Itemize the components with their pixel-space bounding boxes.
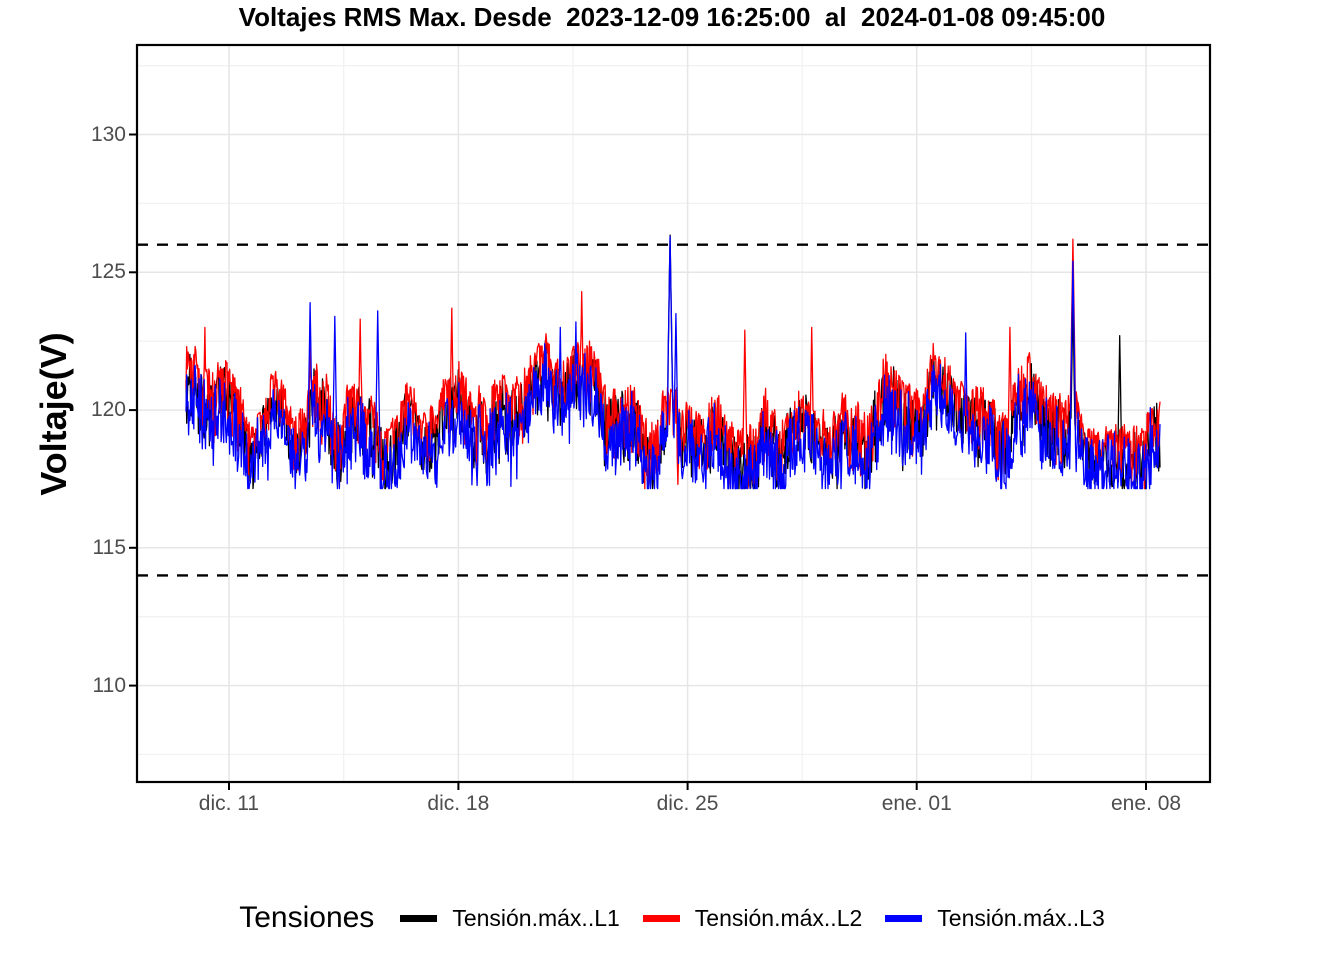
legend-title: Tensiones [239,901,375,934]
legend-label: Tensión.máx..L2 [694,904,863,931]
y-tick-label: 110 [92,673,126,697]
legend: Tensiones Tensión.máx..L1 Tensión.máx..L2… [0,896,1344,940]
y-tick-label: 120 [90,398,126,422]
legend-items: Tensión.máx..L1 Tensión.máx..L2 Tensión.má… [396,904,1105,932]
y-tick-label: 115 [92,535,126,559]
legend-key-l2 [642,914,680,922]
legend-item: Tensión.máx..L2 [642,904,863,932]
legend-item: Tensión.máx..L1 [400,904,620,932]
x-tick-label: ene. 01 [881,792,952,815]
y-tick-label: 125 [90,260,126,284]
panel-border [135,43,1212,784]
legend-key-l3 [885,914,923,922]
x-tick-label: ene. 08 [1111,792,1182,815]
legend-label: Tensión.máx..L1 [452,904,620,931]
legend-label: Tensión.máx..L3 [937,904,1105,931]
x-tick-label: dic. 11 [198,792,260,815]
x-tick-label: dic. 18 [427,792,490,815]
plot-title: Voltajes RMS Max. Desde 2023-12-09 16:25… [238,2,1106,32]
legend-item: Tensión.máx..L3 [885,904,1105,932]
x-tick-label: dic. 25 [656,792,719,815]
series-line-l3 [185,235,1161,490]
legend-key-l1 [400,914,438,922]
y-tick-label: 130 [90,122,126,146]
